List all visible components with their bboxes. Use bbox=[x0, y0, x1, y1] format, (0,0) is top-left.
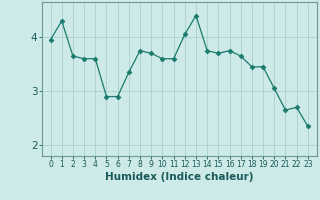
X-axis label: Humidex (Indice chaleur): Humidex (Indice chaleur) bbox=[105, 172, 253, 182]
